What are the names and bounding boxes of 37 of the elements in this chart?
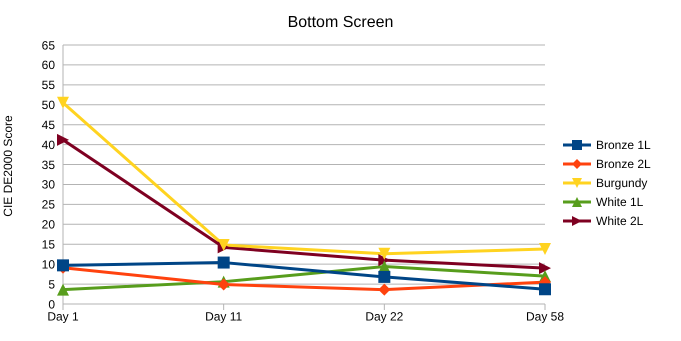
- point: [218, 278, 230, 290]
- point: [57, 134, 69, 146]
- x-tick-label: Day 11: [205, 310, 243, 324]
- point: [378, 284, 390, 296]
- y-tick-label: 30: [42, 178, 56, 192]
- y-tick-label: 15: [42, 237, 56, 252]
- point: [378, 248, 390, 260]
- y-tick-label: 10: [42, 257, 56, 272]
- y-tick-label: 0: [48, 297, 56, 312]
- y-tick-label: 65: [42, 38, 56, 52]
- legend-label: White 1L: [596, 195, 644, 209]
- y-tick-label: 60: [42, 58, 56, 72]
- point: [57, 284, 69, 296]
- y-tick-label: 20: [42, 218, 56, 232]
- x-tick-label: Day 22: [365, 310, 404, 324]
- point: [539, 262, 551, 274]
- legend-label: Burgundy: [596, 176, 648, 190]
- y-tick-label: 40: [42, 138, 56, 152]
- x-tick-label: Day 1: [47, 310, 79, 324]
- legend-label: White 2L: [596, 214, 644, 228]
- point: [539, 243, 551, 256]
- point: [57, 259, 69, 272]
- point: [57, 96, 69, 109]
- point: [378, 270, 390, 283]
- point: [539, 283, 551, 296]
- y-tick-label: 45: [42, 118, 56, 132]
- y-tick-label: 50: [42, 98, 56, 112]
- y-tick-label: 25: [42, 198, 56, 212]
- legend-label: Bronze 2L: [596, 157, 651, 171]
- point: [218, 256, 230, 269]
- chart-title: Bottom Screen: [286, 14, 394, 32]
- y-tick-label: 55: [42, 78, 56, 92]
- y-tick-label: 5: [48, 277, 56, 292]
- legend-label: Bronze 1L: [596, 138, 651, 152]
- y-tick-label: 35: [42, 158, 56, 172]
- y-axis-title: CIE DE2000 Score: [1, 115, 15, 217]
- x-tick-label: Day 58: [526, 310, 564, 324]
